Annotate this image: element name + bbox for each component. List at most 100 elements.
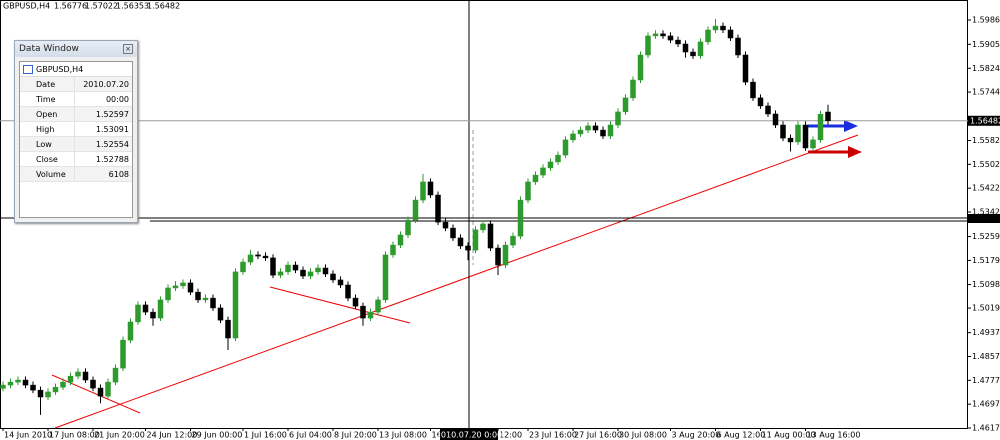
candle-body	[547, 161, 554, 169]
x-tick-label: 16	[432, 431, 442, 440]
candle-body	[450, 227, 456, 239]
candle-body	[277, 271, 284, 276]
candle-body	[465, 245, 471, 251]
data-window-symbol: GBPUSD,H4	[36, 64, 84, 74]
x-tick-label: 17 Jun 08:00	[49, 431, 100, 440]
candle-body	[652, 33, 659, 37]
candle-body	[690, 51, 696, 57]
candle-body	[682, 43, 689, 53]
candle-body	[270, 257, 276, 276]
y-tick-label: 1.50195	[972, 304, 1000, 313]
data-window-table: Date 2010.07.20 Time 00:00 Open 1.52597 High 1.…	[20, 77, 132, 182]
candle-body	[165, 287, 171, 301]
data-window[interactable]: Data Window × GBPUSD,H4 Date 2010.07.20 Tim…	[14, 40, 138, 223]
candle-body	[637, 54, 644, 81]
candle-body	[772, 113, 779, 126]
y-tick-label: 1.59865	[972, 15, 1000, 24]
candle-body	[30, 384, 36, 391]
candle-body	[135, 304, 141, 323]
candle-body	[472, 229, 479, 251]
candle-body	[645, 35, 651, 56]
header-open: 1.56776	[54, 2, 87, 11]
data-window-value: 1.52597	[73, 106, 132, 122]
x-tick-label: 23 Jul 16:00	[529, 431, 577, 440]
data-window-value: 00:00	[73, 91, 132, 107]
blue-arrow	[808, 120, 858, 132]
candle-body	[502, 244, 509, 266]
x-tick-label: 6 Jul 04:00	[289, 431, 332, 440]
data-window-value: 6108	[73, 166, 132, 182]
candle-body	[810, 139, 816, 149]
candle-body	[217, 307, 224, 321]
candle-body	[495, 247, 501, 266]
candle-body	[487, 223, 494, 249]
y-tick-label: 1.51795	[972, 256, 1000, 265]
data-window-row: Low 1.52554	[20, 136, 132, 152]
y-tick-label: 1.46970	[972, 400, 1000, 409]
candle-body	[780, 124, 786, 139]
plot-area	[0, 0, 968, 429]
candle-body	[187, 282, 194, 293]
candle-body	[585, 125, 591, 131]
x-tick-label: 27 Jul 16:00	[574, 431, 622, 440]
crosshair-time-label: 2010.07.20 0:00	[436, 431, 502, 440]
candle-body	[105, 381, 111, 397]
y-tick-label: 1.57445	[972, 88, 1000, 97]
header-high: 1.57022	[85, 2, 118, 11]
data-window-value: 2010.07.20	[73, 77, 132, 92]
candle-body	[532, 174, 539, 183]
data-window-value: 1.53091	[73, 121, 132, 137]
candle-body	[285, 264, 291, 273]
data-window-label: Volume	[20, 166, 75, 182]
data-window-label: Date	[20, 77, 75, 92]
close-button[interactable]: ×	[123, 44, 133, 54]
candle-body	[127, 321, 134, 341]
data-window-row: Date 2010.07.20	[20, 77, 132, 92]
x-tick-label: 13 Aug 16:00	[807, 431, 861, 440]
x-tick-label: 6 Aug 12:00	[717, 431, 766, 440]
candle-body	[802, 124, 809, 149]
candle-body	[795, 124, 801, 143]
candle-body	[157, 299, 164, 319]
data-window-symbol-row: GBPUSD,H4	[20, 62, 132, 77]
candle-body	[577, 129, 584, 135]
y-tick-label: 1.49370	[972, 328, 1000, 337]
candle-body	[727, 29, 734, 39]
header-symbol: GBPUSD,H4	[3, 2, 50, 11]
candle-body	[390, 244, 396, 256]
red-arrow	[808, 146, 862, 158]
candle-body	[240, 261, 246, 273]
crosshair-time-tag	[440, 429, 498, 440]
candle-body	[322, 267, 329, 275]
candle-body	[345, 284, 351, 299]
candle-body	[22, 379, 29, 386]
candle-body	[750, 81, 756, 99]
candle-body	[397, 234, 404, 246]
candle-body	[607, 124, 614, 137]
x-tick-label: 30 Jul 08:00	[619, 431, 667, 440]
candle-body	[232, 271, 239, 339]
x-tick-label: 8 Jul 20:00	[334, 431, 377, 440]
candle-body	[817, 114, 824, 141]
candle-body	[630, 79, 636, 99]
x-tick-label: 24 Jun 12:00	[147, 431, 198, 440]
data-window-row: Close 1.52788	[20, 151, 132, 167]
candle-body	[210, 297, 216, 309]
y-tick-label: 1.46170	[972, 424, 1000, 433]
data-window-title: Data Window	[19, 44, 79, 54]
candle-body	[442, 221, 449, 229]
candle-body	[765, 105, 771, 115]
candle-body	[697, 41, 704, 57]
data-window-label: Open	[20, 106, 75, 122]
candle-body	[622, 97, 629, 113]
y-tick-label: 1.54220	[972, 184, 1000, 193]
candle-body	[142, 304, 149, 313]
y-tick-label: 1.55820	[972, 136, 1000, 145]
candle-body	[825, 111, 831, 122]
y-tick-label: 1.50985	[972, 280, 1000, 289]
candle-body	[742, 54, 749, 83]
candle-body	[255, 254, 261, 257]
candle-body	[720, 25, 726, 31]
candle-body	[52, 386, 59, 393]
